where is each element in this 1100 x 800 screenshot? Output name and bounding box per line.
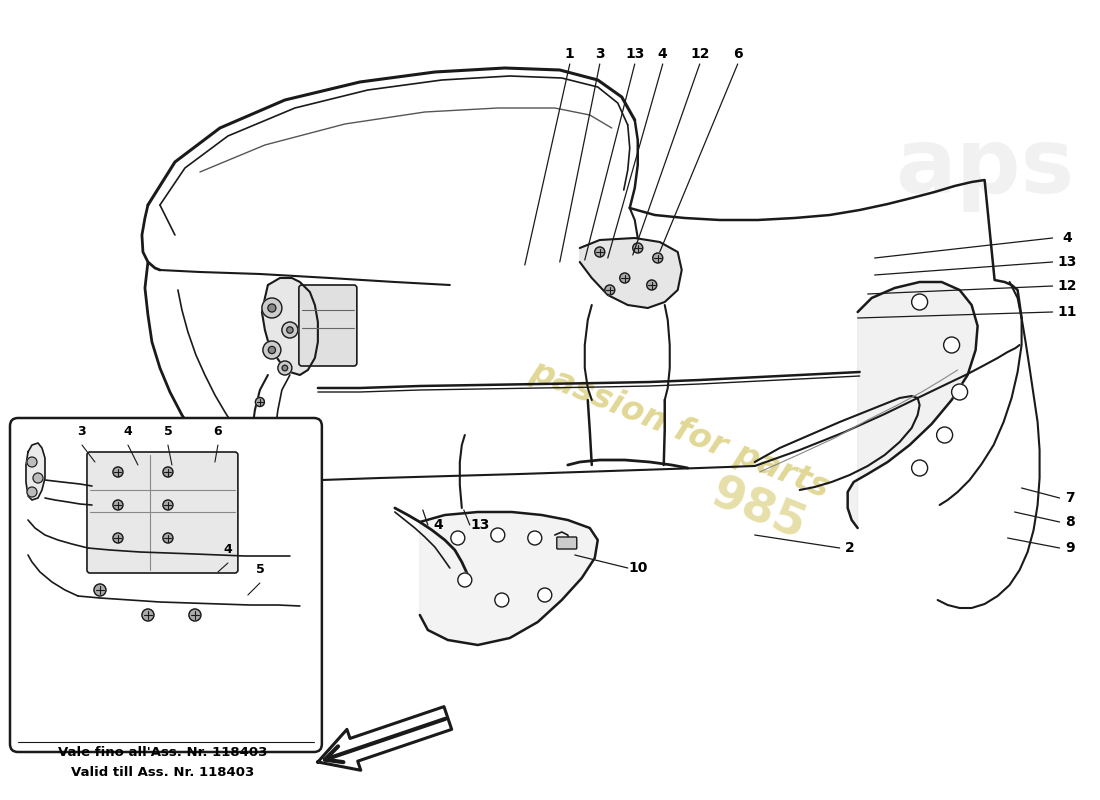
Text: 12: 12 [1058, 279, 1077, 293]
Circle shape [952, 384, 968, 400]
Circle shape [113, 533, 123, 543]
Circle shape [262, 298, 282, 318]
Text: 12: 12 [690, 47, 710, 61]
Text: 985: 985 [704, 470, 812, 550]
Circle shape [632, 243, 642, 253]
FancyBboxPatch shape [10, 418, 322, 752]
Text: 6: 6 [733, 47, 742, 61]
Circle shape [263, 341, 280, 359]
Text: Vale fino all'Ass. Nr. 118403: Vale fino all'Ass. Nr. 118403 [58, 746, 267, 758]
Text: 6: 6 [213, 425, 222, 438]
Circle shape [142, 609, 154, 621]
Circle shape [619, 273, 629, 283]
Circle shape [912, 294, 927, 310]
Text: 8: 8 [1065, 515, 1075, 529]
FancyBboxPatch shape [299, 285, 356, 366]
Circle shape [491, 528, 505, 542]
Circle shape [451, 531, 465, 545]
Polygon shape [848, 282, 978, 528]
Circle shape [278, 361, 292, 375]
Text: 4: 4 [658, 47, 668, 61]
Polygon shape [318, 706, 452, 770]
Circle shape [255, 398, 264, 406]
Text: 7: 7 [1065, 491, 1075, 505]
Circle shape [912, 460, 927, 476]
Text: 1: 1 [565, 47, 574, 61]
Circle shape [936, 427, 953, 443]
Text: 13: 13 [470, 518, 490, 532]
Text: 5: 5 [164, 425, 173, 438]
Circle shape [163, 500, 173, 510]
Text: 13: 13 [1058, 255, 1077, 269]
Circle shape [944, 337, 959, 353]
Circle shape [113, 500, 123, 510]
Circle shape [189, 609, 201, 621]
Circle shape [287, 326, 293, 333]
Text: 10: 10 [628, 561, 648, 575]
Polygon shape [420, 512, 597, 645]
Text: 4: 4 [123, 425, 132, 438]
Text: 4: 4 [223, 543, 232, 556]
Polygon shape [580, 238, 682, 308]
Text: 9: 9 [1065, 541, 1075, 555]
Text: 3: 3 [595, 47, 605, 61]
Text: 3: 3 [78, 425, 86, 438]
Circle shape [274, 483, 283, 493]
Polygon shape [262, 278, 318, 375]
Circle shape [647, 280, 657, 290]
Circle shape [282, 322, 298, 338]
Circle shape [28, 457, 37, 467]
Text: Valid till Ass. Nr. 118403: Valid till Ass. Nr. 118403 [72, 766, 254, 778]
Circle shape [282, 365, 288, 371]
Text: 11: 11 [1058, 305, 1077, 319]
Text: passion for parts: passion for parts [525, 354, 834, 506]
FancyBboxPatch shape [87, 452, 238, 573]
Circle shape [28, 487, 37, 497]
Circle shape [268, 304, 276, 312]
Text: 13: 13 [625, 47, 645, 61]
Text: aps: aps [895, 124, 1075, 212]
Text: 2: 2 [845, 541, 855, 555]
Circle shape [528, 531, 542, 545]
Circle shape [652, 253, 662, 263]
Circle shape [163, 533, 173, 543]
Circle shape [605, 285, 615, 295]
Text: 4: 4 [1063, 231, 1072, 245]
Circle shape [268, 346, 275, 354]
Circle shape [94, 584, 106, 596]
Circle shape [595, 247, 605, 257]
Circle shape [33, 473, 43, 483]
Text: 5: 5 [255, 563, 264, 576]
Circle shape [163, 467, 173, 477]
Circle shape [495, 593, 509, 607]
Circle shape [113, 467, 123, 477]
Circle shape [538, 588, 552, 602]
Circle shape [458, 573, 472, 587]
Circle shape [255, 461, 264, 470]
Text: 4: 4 [433, 518, 442, 532]
FancyBboxPatch shape [557, 537, 576, 549]
Polygon shape [26, 443, 45, 500]
